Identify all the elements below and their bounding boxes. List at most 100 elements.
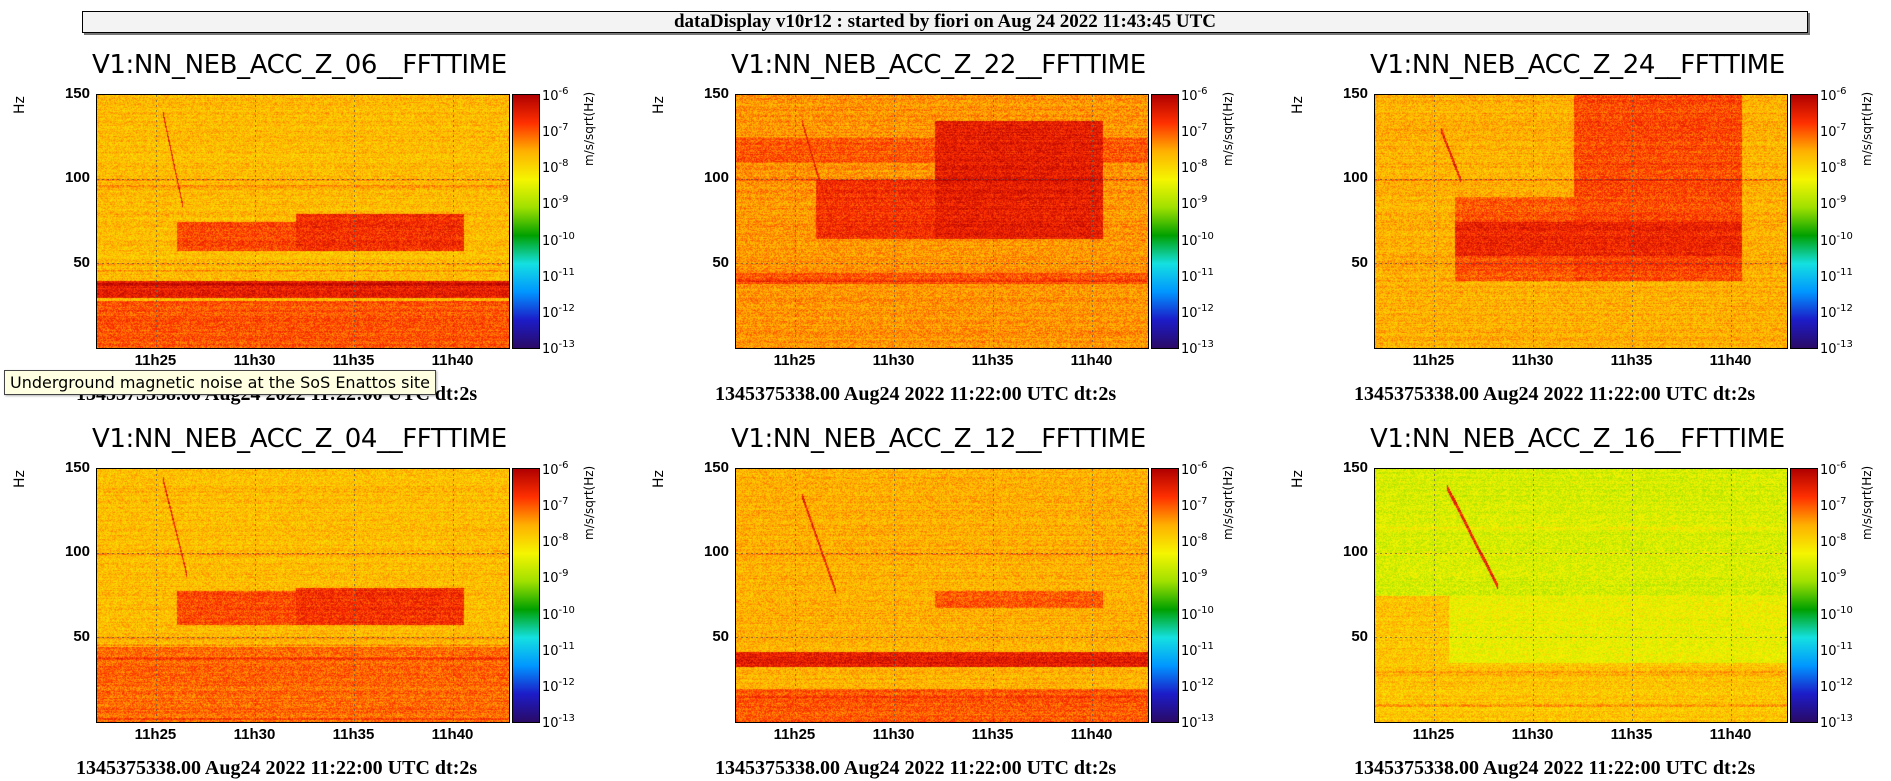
colorbar-tick-label: 10-8: [542, 158, 569, 176]
colorbar-tick-exponent: -7: [1197, 496, 1208, 508]
x-tick-label: 11h35: [1610, 352, 1653, 369]
spectrogram-plot: [96, 94, 510, 349]
colorbar-tick-base: 10: [542, 342, 559, 357]
x-tick-label: 11h25: [134, 352, 177, 369]
colorbar-tick-base: 10: [1181, 197, 1198, 213]
colorbar-tick-label: 10-12: [1181, 303, 1214, 321]
colorbar-tick-label: 10-13: [542, 713, 575, 731]
spectrogram-plot: [735, 468, 1149, 723]
gps-time-caption: 1345375338.00 Aug24 2022 11:22:00 UTC dt…: [1354, 383, 1756, 405]
colorbar-tick-base: 10: [542, 125, 559, 141]
colorbar-tick-label: 10-11: [542, 267, 575, 285]
colorbar-tick-exponent: -11: [1836, 640, 1853, 652]
x-tick-label: 11h30: [1511, 352, 1554, 369]
y-tick-label: 50: [1351, 253, 1368, 271]
spectrogram-panel: V1:NN_NEB_ACC_Z_04__FFTTIME Hz 150 100 50 11h…: [0, 374, 610, 779]
y-tick-label: 50: [712, 253, 729, 271]
colorbar-tick-exponent: -8: [1836, 532, 1847, 544]
colorbar-tick-exponent: -7: [558, 496, 569, 508]
colorbar-tick-exponent: -10: [1197, 604, 1214, 616]
colorbar-tick-base: 10: [1820, 233, 1837, 249]
x-tick-label: 11h35: [332, 352, 375, 369]
colorbar-tick-base: 10: [542, 643, 559, 659]
y-tick-label: 100: [1342, 543, 1368, 561]
colorbar-tick-base: 10: [542, 571, 559, 587]
colorbar-tick-label: 10-6: [1820, 86, 1847, 104]
y-tick-label: 50: [73, 253, 90, 271]
grid-overlay: [736, 95, 1148, 348]
colorbar-tick-base: 10: [542, 679, 559, 695]
x-tick-label: 11h25: [1412, 726, 1455, 743]
colorbar-tick-label: 10-13: [1820, 713, 1853, 731]
y-tick-label: 100: [703, 543, 729, 561]
spectrogram-panel: V1:NN_NEB_ACC_Z_16__FFTTIME Hz 150 100 50 11h…: [1278, 374, 1888, 779]
colorbar-tick-base: 10: [1181, 499, 1198, 515]
colorbar: [1790, 468, 1818, 723]
colorbar-tick-label: 10-10: [1181, 605, 1214, 623]
x-tick-label: 11h30: [233, 352, 276, 369]
colorbar-tick-exponent: -8: [1197, 158, 1208, 170]
spectrogram-image: [736, 469, 1148, 722]
colorbar: [1790, 94, 1818, 349]
spectrogram-panel: V1:NN_NEB_ACC_Z_06__FFTTIME Hz 150 100 50 11h…: [0, 0, 610, 405]
x-tick-label: 11h40: [1709, 352, 1752, 369]
colorbar-tick-base: 10: [1820, 499, 1837, 515]
y-tick-label: 150: [64, 85, 90, 102]
colorbar-tick-base: 10: [1820, 89, 1837, 104]
colorbar-tick-base: 10: [1820, 716, 1837, 731]
grid-overlay: [97, 95, 509, 348]
spectrogram-image: [1375, 469, 1787, 722]
colorbar-tick-label: 10-7: [542, 496, 569, 514]
colorbar-tick-exponent: -6: [1836, 460, 1847, 471]
colorbar-tick-exponent: -6: [1836, 86, 1847, 97]
colorbar-tick-base: 10: [1181, 125, 1198, 141]
colorbar-tick-label: 10-7: [1181, 496, 1208, 514]
colorbar-tick-base: 10: [542, 197, 559, 213]
colorbar-tick-label: 10-8: [1181, 532, 1208, 550]
gps-time-caption: 1345375338.00 Aug24 2022 11:22:00 UTC dt…: [1354, 757, 1756, 779]
y-tick-label: 100: [64, 543, 90, 561]
spectrogram-plot: [1374, 468, 1788, 723]
colorbar-tick-base: 10: [1820, 197, 1837, 213]
colorbar-tick-exponent: -13: [1836, 339, 1853, 350]
colorbar-tick-label: 10-10: [1820, 231, 1853, 249]
colorbar-tick-base: 10: [1820, 125, 1837, 141]
colorbar-tick-base: 10: [1820, 161, 1837, 177]
colorbar-tick-label: 10-8: [1181, 158, 1208, 176]
colorbar-tick-label: 10-13: [1181, 339, 1214, 357]
spectrogram-image: [736, 95, 1148, 348]
x-tick-label: 11h30: [872, 726, 915, 743]
colorbar-tick-exponent: -11: [558, 266, 575, 278]
colorbar-tick-label: 10-12: [1820, 677, 1853, 695]
colorbar-tick-exponent: -9: [558, 194, 569, 206]
colorbar-tick-exponent: -10: [1836, 604, 1853, 616]
spectrogram-plot: [735, 94, 1149, 349]
colorbar-tick-exponent: -13: [558, 713, 575, 724]
x-tick-label: 11h35: [332, 726, 375, 743]
colorbar-tick-base: 10: [542, 463, 559, 478]
x-tick-label: 11h35: [971, 352, 1014, 369]
y-tick-label: 150: [703, 85, 729, 102]
colorbar-tick-label: 10-9: [1820, 194, 1847, 212]
x-tick-label: 11h35: [1610, 726, 1653, 743]
tooltip: Underground magnetic noise at the SoS En…: [4, 370, 437, 395]
colorbar-tick-base: 10: [1181, 607, 1198, 623]
x-tick-label: 11h30: [1511, 726, 1554, 743]
colorbar-tick-base: 10: [542, 499, 559, 515]
colorbar-unit-label: m/s/sqrt(Hz): [1221, 465, 1235, 540]
colorbar-tick-exponent: -9: [1197, 568, 1208, 580]
colorbar-tick-label: 10-6: [542, 460, 569, 478]
colorbar-tick-base: 10: [542, 716, 559, 731]
panel-title: V1:NN_NEB_ACC_Z_12__FFTTIME: [731, 424, 1146, 454]
colorbar-tick-base: 10: [1820, 305, 1837, 321]
colorbar-tick-label: 10-8: [542, 532, 569, 550]
colorbar-tick-label: 10-11: [1181, 267, 1214, 285]
spectrogram-image: [97, 95, 509, 348]
colorbar-tick-exponent: -12: [1836, 676, 1853, 688]
y-tick-label: 150: [64, 459, 90, 476]
gps-time-caption: 1345375338.00 Aug24 2022 11:22:00 UTC dt…: [715, 757, 1117, 779]
colorbar-tick-exponent: -10: [558, 604, 575, 616]
colorbar-tick-exponent: -7: [558, 122, 569, 134]
colorbar-tick-base: 10: [1820, 679, 1837, 695]
gps-time-caption: 1345375338.00 Aug24 2022 11:22:00 UTC dt…: [76, 757, 478, 779]
